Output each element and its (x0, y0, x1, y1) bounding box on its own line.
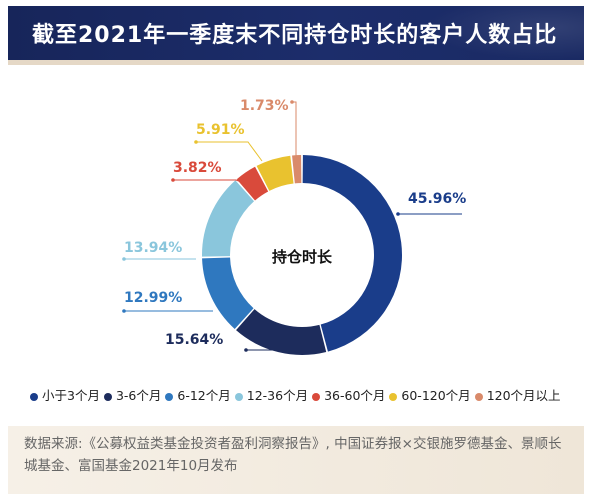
legend-label-3: 6-12个月 (177, 388, 231, 403)
legend-swatch-4 (234, 392, 243, 401)
value-label-4: 13.94% (124, 240, 182, 256)
legend-label-1: 小于3个月 (42, 388, 100, 403)
title-underline (8, 60, 584, 65)
center-label: 持仓时长 (272, 248, 333, 266)
slice-4 (201, 180, 255, 257)
value-label-1: 45.96% (408, 191, 466, 207)
legend-item-2: 3-6个月 (103, 385, 162, 404)
legend-item-6: 60-120个月 (389, 385, 471, 404)
slice-1 (302, 155, 403, 352)
legend-swatch-2 (103, 392, 112, 401)
leader-line-group (122, 100, 462, 352)
value-label-7: 1.73% (240, 98, 289, 114)
legend-swatch-3 (165, 392, 174, 401)
leader-dot-5 (171, 178, 175, 182)
value-label-group: 45.96% 15.64% 12.99% 13.94% 3.82% 5.91% 1.73% (124, 98, 466, 348)
title-bar: 截至2021年一季度末不同持仓时长的客户人数占比 (8, 6, 584, 60)
value-label-6: 5.91% (196, 122, 245, 138)
legend-label-2: 3-6个月 (115, 388, 162, 403)
source-box: 数据来源:《公募权益类基金投资者盈利洞察报告》, 中国证券报×交银施罗德基金、景… (8, 426, 584, 494)
leader-line-2 (246, 342, 299, 351)
legend-swatch-1 (30, 392, 38, 401)
legend-label-6: 60-120个月 (401, 388, 471, 403)
legend-label-5: 36-60个月 (324, 388, 386, 403)
legend-label-4: 12-36个月 (246, 388, 309, 403)
slice-6 (256, 155, 294, 191)
value-label-5: 3.82% (173, 160, 222, 176)
legend-item-7: 120个月以上 (474, 385, 561, 404)
legend-swatch-5 (312, 392, 321, 401)
leader-line-7 (292, 101, 297, 156)
value-label-2: 15.64% (165, 332, 223, 348)
slice-2 (236, 309, 327, 355)
leader-dot-6 (194, 140, 198, 144)
legend-swatch-7 (474, 392, 483, 401)
slice-7 (292, 155, 302, 184)
legend-swatch-6 (389, 392, 398, 401)
legend-item-4: 12-36个月 (234, 385, 309, 404)
value-label-3: 12.99% (124, 290, 182, 306)
source-note: 数据来源:《公募权益类基金投资者盈利洞察报告》, 中国证券报×交银施罗德基金、景… (24, 436, 562, 474)
leader-dot-2 (244, 348, 248, 352)
leader-line-6 (196, 141, 263, 162)
legend-item-1: 小于3个月 (30, 385, 100, 404)
legend-label-7: 120个月以上 (486, 388, 561, 403)
slice-5 (236, 166, 269, 201)
leader-line-5 (173, 179, 245, 184)
leader-dot-4 (122, 257, 126, 261)
legend-item-5: 36-60个月 (312, 385, 385, 404)
legend: 小于3个月 3-6个月 6-12个月 12-36个月 36-60个月 60-120个月 12… (30, 385, 570, 404)
leader-dot-1 (396, 212, 400, 216)
leader-dot-7 (290, 100, 294, 104)
legend-item-3: 6-12个月 (165, 385, 231, 404)
leader-dot-3 (122, 309, 126, 313)
slice-group (201, 155, 403, 355)
slice-3 (202, 257, 254, 329)
